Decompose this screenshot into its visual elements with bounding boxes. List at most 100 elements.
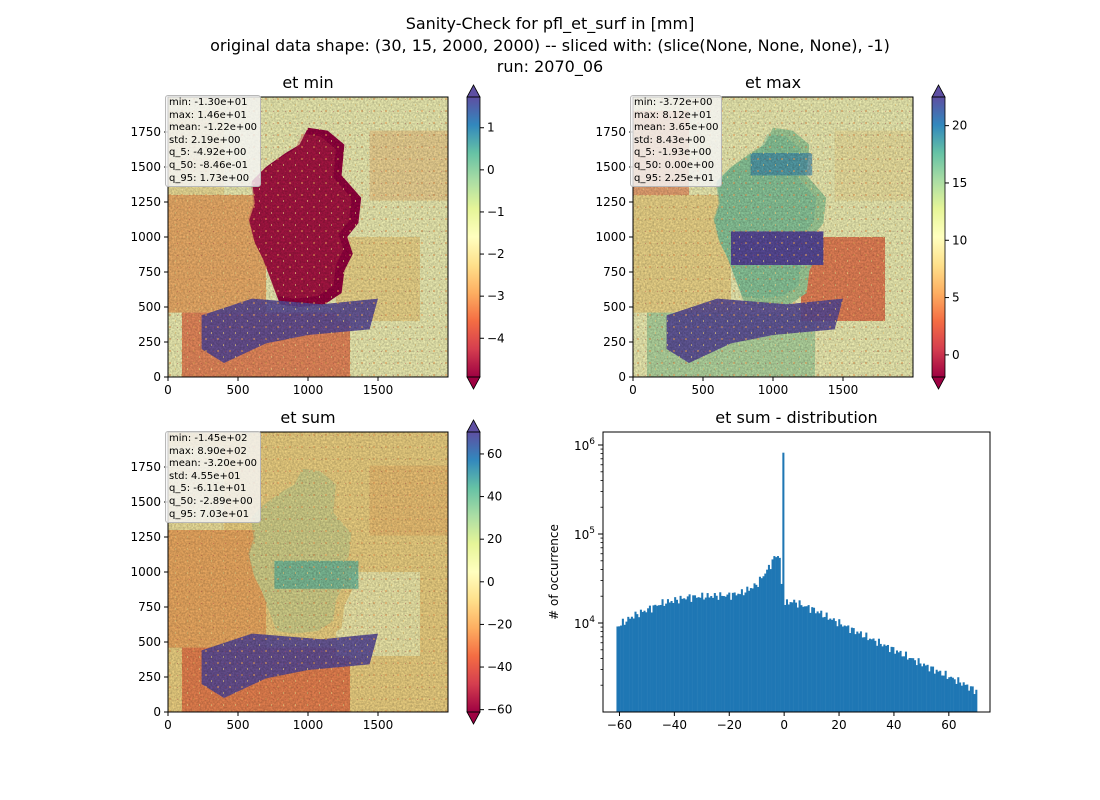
y-tick-label: 250 (138, 335, 161, 349)
histogram-bar (672, 602, 675, 712)
y-tick-label: 500 (603, 300, 626, 314)
histogram-bar (740, 589, 743, 712)
histogram-bar (803, 606, 807, 712)
histogram-bar (859, 631, 862, 712)
histogram-bar (820, 610, 823, 712)
histogram-bar (782, 452, 785, 712)
histogram-bar (670, 601, 673, 712)
stat-q95: q_95: 2.25e+01 (634, 172, 715, 184)
histogram-bar (868, 638, 871, 712)
histogram-bar (760, 578, 763, 712)
histogram-bar (827, 619, 830, 712)
histogram-bar (923, 663, 926, 712)
histogram-bar (641, 611, 644, 712)
y-tick-label: 750 (138, 600, 161, 614)
panel-title-et-max: et max (744, 73, 802, 92)
histogram-bar (776, 556, 779, 712)
histogram-bar (697, 597, 700, 712)
histogram-bar (872, 638, 875, 712)
colorbar-extend-min (466, 376, 481, 390)
histogram-bar (941, 675, 944, 712)
y-tick-label: 1000 (130, 565, 161, 579)
stat-std: std: 8.43e+00 (634, 134, 706, 146)
histogram-bar (675, 599, 679, 712)
histogram-bar (951, 677, 954, 712)
histogram-bar (758, 576, 761, 712)
histogram-bar (861, 637, 864, 712)
stat-mean: mean: -1.22e+00 (169, 122, 258, 134)
histogram-bar (713, 593, 716, 712)
histogram-bar (838, 619, 841, 712)
histogram-bar (948, 677, 951, 712)
x-tick-label: 1000 (293, 718, 324, 732)
histogram-bar (919, 663, 922, 712)
histogram-bar (645, 612, 648, 712)
histogram-bar (809, 612, 812, 712)
histogram-bar (901, 656, 904, 712)
histogram-bar (746, 586, 749, 712)
histogram-bar (849, 633, 852, 712)
histogram-bar (620, 625, 623, 712)
y-tick-label: 500 (138, 300, 161, 314)
histogram-bar (890, 646, 893, 712)
histogram-bar (962, 682, 965, 712)
histogram-bar (955, 683, 958, 712)
x-tick-label: 0 (164, 383, 172, 397)
x-tick-label: 500 (227, 718, 250, 732)
histogram-bar (968, 690, 971, 712)
stat-q50: q_50: -2.89e+00 (169, 495, 253, 507)
histogram-bar (762, 576, 765, 712)
colorbar-et-max: 20 15 10 5 0 (931, 84, 967, 390)
colorbar-tick-label: −4 (487, 331, 505, 345)
histogram-bar (668, 602, 671, 712)
histogram-bar (957, 677, 960, 712)
histogram-bar (975, 689, 978, 712)
colorbar-extend-max (466, 84, 481, 98)
histogram-bar (794, 602, 798, 712)
histogram-bar (623, 624, 626, 712)
histogram-bar (699, 597, 702, 712)
histogram-bar (665, 603, 668, 712)
stat-min: min: -3.72e+00 (634, 97, 713, 108)
histogram-bar (944, 670, 947, 712)
histogram-bar (625, 621, 628, 712)
histogram-bar (753, 583, 756, 712)
y-tick-label: 104 (574, 615, 595, 631)
histogram-bar (877, 638, 880, 712)
y-tick-label: 1500 (130, 495, 161, 509)
colorbar-et-sum: 60 40 20 0 −20 −40 −60 (466, 419, 512, 725)
figure-run-label: run: 2070_06 (496, 57, 604, 76)
colorbar-tick-label: −1 (487, 205, 505, 219)
figure-subtitle: original data shape: (30, 15, 2000, 2000… (210, 36, 890, 55)
histogram-bar (805, 606, 808, 712)
colorbar-tick-label: 20 (487, 532, 502, 546)
y-tick-label: 1250 (130, 530, 161, 544)
colorbar-et-min: 1 0 −1 −2 −3 −4 (466, 84, 505, 390)
y-tick-label: 750 (603, 265, 626, 279)
x-tick-label: 0 (629, 383, 637, 397)
stat-q95: q_95: 7.03e+01 (169, 508, 250, 520)
x-tick-label: −40 (662, 718, 687, 732)
stat-max: max: 8.90e+02 (169, 445, 247, 457)
y-tick-label: 105 (574, 526, 595, 542)
histogram-bar (757, 586, 760, 712)
histogram-bar (769, 569, 772, 712)
histogram-bar (942, 675, 945, 712)
histogram-bar (695, 597, 698, 712)
histogram-bar (690, 601, 693, 712)
histogram-bar (755, 584, 758, 712)
y-tick-label: 1250 (130, 195, 161, 209)
histogram-bar (717, 599, 720, 712)
histogram-bar (834, 621, 837, 712)
stat-max: max: 1.46e+01 (169, 109, 247, 121)
y-tick-label: 1000 (130, 230, 161, 244)
histogram-bar (886, 644, 889, 712)
histogram-bar (712, 597, 715, 712)
histogram-bar (778, 557, 781, 712)
colorbar-extend-max (466, 419, 481, 433)
histogram-bar (650, 612, 653, 712)
histogram-bar (703, 599, 706, 712)
histogram-bar (867, 640, 870, 712)
colorbar-tick-label: 0 (487, 163, 495, 177)
colorbar-tick-label: 1 (487, 121, 495, 135)
